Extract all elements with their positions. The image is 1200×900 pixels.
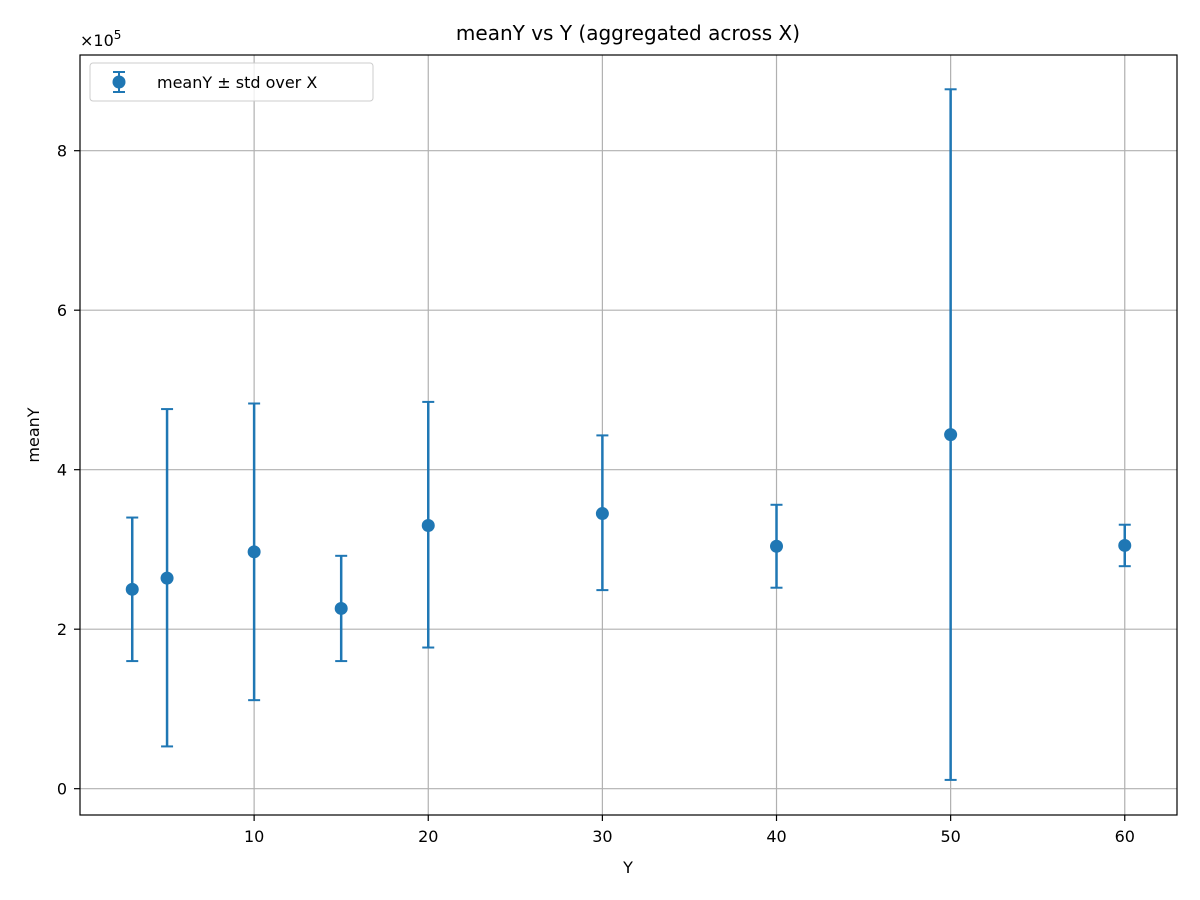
x-tick-label: 20 xyxy=(418,827,438,846)
legend: meanY ± std over X xyxy=(89,62,374,102)
y-tick-label: 8 xyxy=(57,142,67,161)
x-tick-label: 30 xyxy=(592,827,612,846)
data-point xyxy=(160,571,174,585)
x-tick-label: 40 xyxy=(766,827,786,846)
data-point xyxy=(247,545,261,559)
y-axis-label: meanY xyxy=(24,407,43,462)
data-point xyxy=(595,507,609,521)
y-tick-label: 4 xyxy=(57,461,67,480)
x-tick-label: 50 xyxy=(940,827,960,846)
plot-marks xyxy=(125,88,1132,781)
y-tick-label: 2 xyxy=(57,620,67,639)
y-tick-label: 0 xyxy=(57,780,67,799)
data-point xyxy=(125,582,139,596)
legend-entry-label: meanY ± std over X xyxy=(157,73,317,92)
data-point xyxy=(770,539,784,553)
y-axis-offset-label: ×105 xyxy=(80,28,121,50)
x-tick-label: 10 xyxy=(244,827,264,846)
data-point xyxy=(421,519,435,533)
legend-box xyxy=(89,62,374,102)
axes-frame xyxy=(79,54,1178,816)
y-axis-offset-exponent: 5 xyxy=(114,28,122,42)
y-axis-ticks: 0 2 4 6 8 xyxy=(57,142,80,799)
legend-marker xyxy=(112,75,126,89)
data-point xyxy=(944,428,958,442)
y-tick-label: 6 xyxy=(57,301,67,320)
x-axis-label: Y xyxy=(622,858,633,877)
data-point xyxy=(334,601,348,615)
x-axis-ticks: 10 20 30 40 50 60 xyxy=(244,815,1135,846)
y-axis-offset-base: ×10 xyxy=(80,31,114,50)
data-point xyxy=(1118,538,1132,552)
x-tick-label: 60 xyxy=(1115,827,1135,846)
chart-title: meanY vs Y (aggregated across X) xyxy=(456,21,800,45)
